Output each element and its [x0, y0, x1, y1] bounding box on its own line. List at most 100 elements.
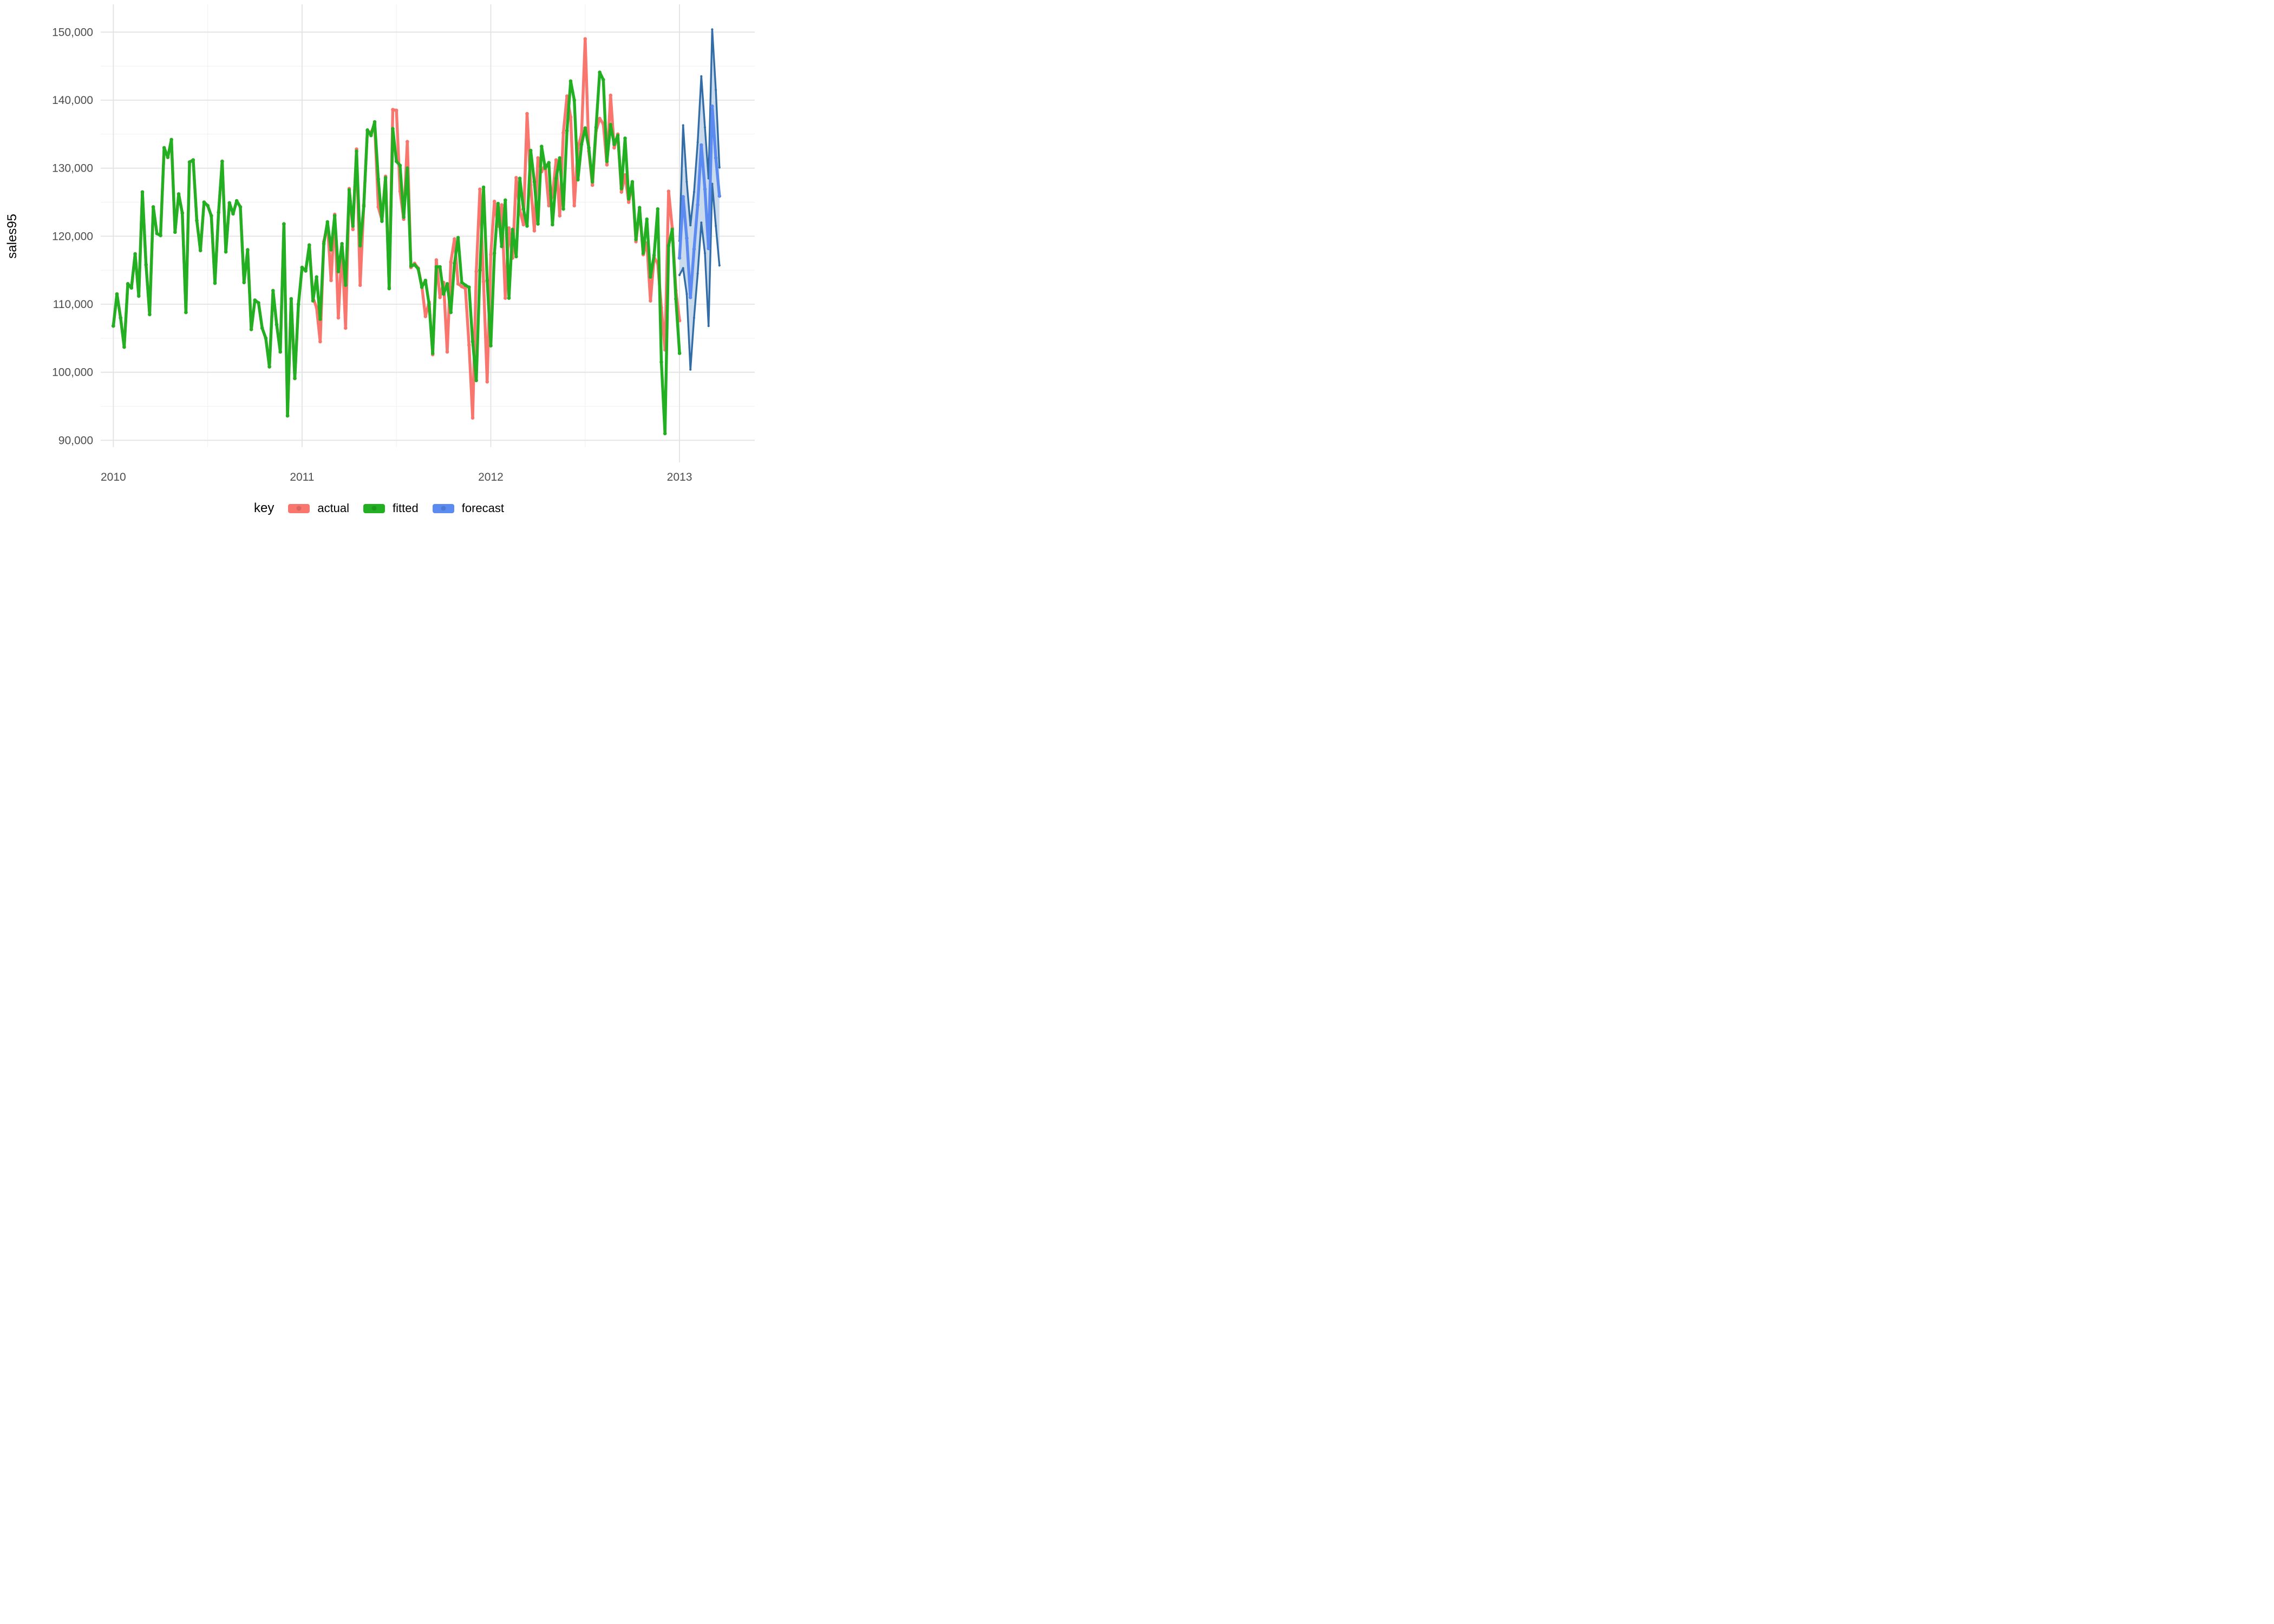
fitted-line-point [362, 204, 366, 208]
fitted-line-point [180, 211, 185, 215]
actual-series-swatch [288, 503, 310, 513]
actual-line-point [572, 204, 576, 208]
actual-line-point [598, 116, 602, 121]
fitted-line-point [177, 192, 181, 196]
actual-line-point [453, 237, 456, 241]
fitted-line-point [420, 285, 424, 289]
actual-line-point [609, 93, 612, 97]
fitted-line-point [677, 351, 682, 355]
fitted-line-point [430, 351, 435, 355]
forecast-interval-lower-line-point [692, 317, 695, 319]
fitted-line-point [376, 177, 380, 181]
fitted-line-point [605, 159, 609, 163]
actual-line-point [391, 108, 395, 112]
legend-label-fitted: fitted [393, 501, 419, 515]
actual-line-point [358, 283, 362, 287]
fitted-line-point [220, 159, 224, 163]
fitted-line-point [551, 222, 554, 227]
fitted-line-point [453, 261, 456, 265]
fitted-line-point [267, 365, 271, 369]
x-tick-label: 2013 [667, 471, 692, 483]
forecast-line-point [717, 194, 722, 198]
fitted-line-point [463, 283, 467, 287]
y-tick-label: 140,000 [52, 94, 93, 107]
fitted-line-point [525, 224, 529, 228]
fitted-line-point [358, 244, 362, 248]
actual-line-point [532, 229, 537, 233]
fitted-line-point [202, 200, 206, 204]
actual-line-point [456, 282, 460, 286]
fitted-line-point [579, 142, 584, 147]
fitted-line-point [242, 280, 246, 285]
fitted-line-point [115, 292, 119, 296]
actual-line-point [471, 416, 475, 420]
fitted-line-point [623, 136, 627, 140]
fitted-line-point [264, 336, 268, 340]
fitted-line-point [528, 148, 533, 153]
forecast-line-point [696, 203, 700, 207]
fitted-line-point [300, 265, 304, 270]
fitted-line-point [532, 180, 537, 184]
fitted-line-point [166, 155, 170, 159]
fitted-line-point [558, 156, 562, 160]
fitted-line-point [561, 207, 565, 211]
forecast-interval-upper-line-point [682, 124, 684, 127]
fitted-line-point [423, 278, 428, 283]
actual-line-point [449, 260, 453, 264]
fitted-line-point [583, 126, 587, 130]
fitted-line-point [413, 263, 416, 267]
fitted-line-point [467, 285, 471, 289]
actual-line-point [406, 140, 409, 144]
actual-line-point [445, 350, 449, 354]
fitted-line-point [634, 238, 638, 241]
y-tick-label: 110,000 [53, 298, 93, 311]
y-tick-label: 90,000 [58, 434, 93, 447]
legend-title: key [253, 501, 275, 515]
forecast-interval-lower-line-point [703, 252, 707, 254]
fitted-line-point [438, 265, 442, 269]
fitted-line-point [296, 302, 300, 306]
actual-line-point [525, 112, 529, 116]
forecast-interval-upper-line-point [711, 28, 714, 31]
fitted-line-point [394, 159, 398, 163]
y-axis-title: sales95 [5, 214, 19, 259]
fitted-line-point [308, 243, 311, 247]
actual-line-point [536, 156, 540, 160]
fitted-line-point [485, 278, 489, 283]
fitted-line-point [253, 298, 257, 302]
fitted-line-point [609, 122, 612, 127]
forecast-line [678, 104, 721, 299]
fitted-line-point [638, 206, 642, 209]
legend-label-forecast: forecast [461, 501, 505, 515]
fitted-line-point [492, 251, 496, 256]
fitted-line-point [460, 280, 464, 285]
fitted-line-point [365, 128, 369, 132]
forecast-interval-lower-line-point [678, 273, 681, 277]
actual-line-point [485, 380, 489, 384]
y-tick-label: 150,000 [52, 26, 93, 38]
forecast-series-swatch [432, 503, 454, 513]
actual-line-point [423, 315, 428, 318]
forecast-interval-lower-line-point [682, 267, 684, 270]
forecast-interval-lower-line-point [685, 293, 688, 296]
actual-line-point [394, 108, 398, 113]
fitted-line-point [351, 224, 355, 228]
actual-line-point [666, 189, 671, 193]
fitted-line-point [122, 345, 126, 349]
fitted-line-point [409, 264, 413, 268]
actual-line-point [463, 286, 467, 291]
fitted-line-point [155, 232, 159, 235]
fitted-line-point [278, 350, 282, 354]
fitted-line-point [373, 120, 377, 124]
forecast-line-point [685, 236, 689, 240]
fitted-line-point [649, 275, 652, 279]
forecast-line-point [677, 256, 682, 260]
actual-line-point [547, 204, 551, 208]
actual-line-point [474, 270, 478, 274]
x-tick-label: 2010 [101, 471, 126, 483]
fitted-line-point [210, 214, 213, 218]
forecast-interval-upper-line-point [703, 126, 707, 129]
fitted-line-point [249, 328, 253, 331]
fitted-line-point [572, 98, 576, 102]
fitted-line-point [246, 248, 250, 252]
